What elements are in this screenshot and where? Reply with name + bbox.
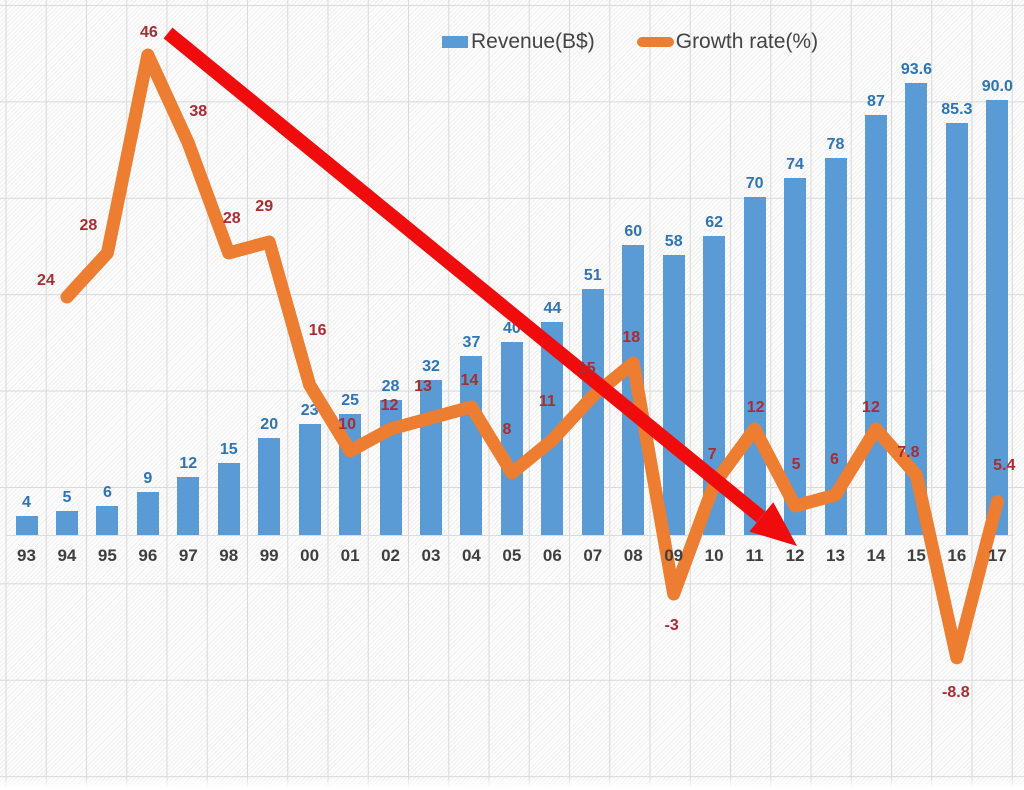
growth-value-label: 12 xyxy=(862,399,880,416)
x-axis-label: 08 xyxy=(623,546,643,565)
growth-value-label: 7.8 xyxy=(897,444,920,462)
x-axis-label: 13 xyxy=(826,546,845,565)
growth-value-label: 11 xyxy=(538,393,556,410)
x-axis-label: 07 xyxy=(583,546,603,565)
x-axis-label: 14 xyxy=(866,546,886,565)
x-axis-label: 16 xyxy=(947,546,967,565)
growth-value-label: 28 xyxy=(222,210,241,227)
growth-value-label: 28 xyxy=(79,217,98,234)
legend-label-revenue: Revenue(B$) xyxy=(471,30,595,53)
growth-value-label: 29 xyxy=(255,198,274,215)
growth-value-label: 18 xyxy=(622,329,641,346)
growth-value-label: 12 xyxy=(746,399,765,416)
x-axis-label: 95 xyxy=(97,546,117,565)
growth-value-label: 6 xyxy=(830,451,839,468)
x-axis-label: 12 xyxy=(785,546,805,565)
x-axis-label: 99 xyxy=(259,546,279,565)
growth-value-label: 5.4 xyxy=(993,456,1016,474)
legend-item-revenue: Revenue(B$) xyxy=(442,30,595,54)
x-axis-label: 01 xyxy=(340,546,360,565)
x-axis-label: 03 xyxy=(421,546,441,565)
x-axis-label: 93 xyxy=(17,546,36,565)
growth-value-label: 46 xyxy=(139,24,158,41)
revenue-bar xyxy=(15,515,38,535)
x-axis-label: 98 xyxy=(219,546,239,565)
growth-value-label: 24 xyxy=(37,272,55,289)
x-axis-label: 94 xyxy=(57,546,77,565)
x-axis-label: 06 xyxy=(542,546,562,565)
x-axis-label: 11 xyxy=(745,546,764,565)
growth-value-label: 16 xyxy=(308,322,327,339)
growth-value-label: 12 xyxy=(380,397,399,414)
x-axis-label: 04 xyxy=(461,546,481,565)
growth-value-label: 15 xyxy=(577,360,596,377)
x-axis-label: 15 xyxy=(906,546,926,565)
growth-value-label: 8 xyxy=(502,421,512,438)
growth-value-label: -3 xyxy=(664,617,679,634)
x-axis-label: 10 xyxy=(704,546,724,565)
x-axis-label: 00 xyxy=(300,546,320,565)
growth-value-label: -8.8 xyxy=(942,683,970,701)
legend: Revenue(B$) Growth rate(%) xyxy=(442,30,818,54)
growth-value-label: 13 xyxy=(414,378,432,395)
legend-item-growth: Growth rate(%) xyxy=(636,30,819,54)
bottom-fade xyxy=(0,777,1024,790)
growth-value-label: 7 xyxy=(707,446,717,463)
x-axis-label: 09 xyxy=(664,546,684,565)
x-axis-label: 97 xyxy=(178,546,198,565)
x-axis-label: 02 xyxy=(381,546,401,565)
growth-value-label: 10 xyxy=(338,416,356,433)
x-axis-label: 17 xyxy=(987,546,1007,565)
growth-legend-swatch-icon xyxy=(636,37,674,47)
growth-value-label: 5 xyxy=(791,456,801,473)
growth-value-label: 14 xyxy=(460,372,479,389)
revenue-value-label: 4 xyxy=(22,493,31,511)
legend-label-growth: Growth rate(%) xyxy=(675,30,819,53)
revenue-legend-swatch-icon xyxy=(442,36,468,48)
x-axis-label: 05 xyxy=(502,546,522,565)
growth-value-label: 38 xyxy=(189,103,208,120)
x-axis-label: 96 xyxy=(138,546,158,565)
